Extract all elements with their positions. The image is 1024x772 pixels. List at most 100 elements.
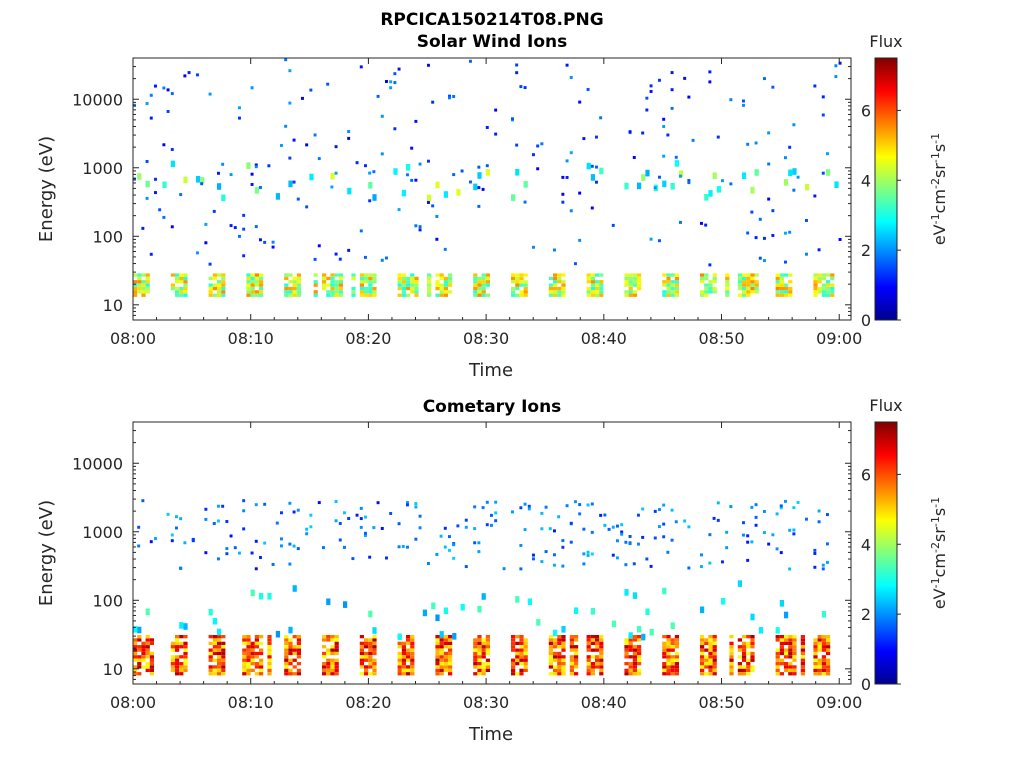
heatmap-cell — [334, 145, 338, 149]
heatmap-cell — [813, 668, 818, 672]
heatmap-cell — [779, 651, 784, 656]
heatmap-cell — [435, 283, 440, 287]
heatmap-cell — [288, 69, 292, 73]
heatmap-cell — [288, 668, 293, 672]
heatmap-cell — [700, 655, 705, 659]
heatmap-cell — [725, 286, 730, 291]
heatmap-cell — [746, 635, 751, 639]
heatmap-cell — [464, 565, 468, 569]
heatmap-cell — [569, 540, 573, 544]
heatmap-cell — [586, 658, 591, 662]
heatmap-cell — [359, 229, 363, 233]
heatmap-cell — [670, 672, 675, 676]
heatmap-cell — [296, 197, 300, 201]
heatmap-cell — [254, 672, 259, 676]
heatmap-cell — [548, 662, 553, 666]
heatmap-cell — [254, 187, 259, 194]
heatmap-cell — [212, 276, 217, 281]
heatmap-cell — [750, 540, 754, 544]
heatmap-cell — [242, 499, 246, 503]
heatmap-cell — [443, 280, 448, 284]
heatmap-cell — [599, 645, 604, 649]
heatmap-cell — [674, 290, 679, 294]
heatmap-cell — [481, 662, 486, 666]
heatmap-cell — [170, 283, 175, 287]
heatmap-cell — [372, 662, 377, 666]
heatmap-cell — [250, 183, 254, 186]
heatmap-cell — [590, 276, 595, 281]
heatmap-cell — [292, 544, 296, 548]
heatmap-cell — [662, 645, 667, 649]
heatmap-cell — [557, 655, 562, 659]
heatmap-cell — [700, 668, 705, 672]
heatmap-cell — [477, 293, 482, 297]
heatmap-cell — [704, 293, 709, 297]
heatmap-cell — [826, 286, 831, 291]
heatmap-cell — [254, 503, 258, 507]
heatmap-cell — [212, 651, 217, 656]
heatmap-cell — [729, 655, 734, 659]
heatmap-cell — [133, 672, 138, 676]
y-tick-label: 10 — [103, 296, 123, 315]
heatmap-cell — [737, 668, 742, 672]
heatmap-cell — [511, 273, 516, 277]
heatmap-cell — [569, 645, 574, 649]
heatmap-cell — [364, 286, 369, 291]
heatmap-cell — [372, 665, 377, 669]
heatmap-cell — [149, 93, 153, 97]
heatmap-cell — [519, 651, 524, 656]
heatmap-cell — [460, 169, 464, 173]
heatmap-cell — [632, 635, 637, 639]
heatmap-cell — [284, 638, 289, 642]
heatmap-cell — [477, 541, 481, 545]
heatmap-cell — [746, 645, 751, 649]
heatmap-cell — [666, 283, 671, 287]
heatmap-cell — [540, 511, 544, 515]
heatmap-cell — [406, 655, 411, 659]
heatmap-cell — [334, 252, 338, 256]
heatmap-cell — [586, 554, 590, 557]
heatmap-cell — [448, 648, 453, 652]
heatmap-cell — [322, 655, 327, 659]
heatmap-cell — [397, 208, 401, 212]
heatmap-cell — [170, 225, 174, 229]
heatmap-cell — [595, 658, 600, 662]
heatmap-cell — [746, 540, 750, 544]
heatmap-cell — [326, 290, 331, 294]
heatmap-cell — [708, 533, 712, 537]
heatmap-cell — [616, 524, 619, 528]
heatmap-cell — [288, 156, 292, 160]
heatmap-cell — [448, 658, 453, 662]
heatmap-cell — [515, 293, 520, 297]
heatmap-cell — [179, 286, 184, 291]
heatmap-cell — [590, 530, 594, 534]
heatmap-cell — [254, 651, 259, 656]
heatmap-cell — [359, 672, 364, 676]
heatmap-cell — [267, 668, 272, 672]
heatmap-cell — [683, 76, 687, 80]
heatmap-cell — [330, 648, 335, 652]
heatmap-cell — [569, 209, 573, 213]
heatmap-cell — [590, 655, 595, 659]
heatmap-cell — [775, 293, 780, 297]
heatmap-cell — [805, 183, 810, 191]
heatmap-cell — [779, 648, 784, 652]
heatmap-cell — [473, 662, 478, 666]
heatmap-cell — [830, 273, 835, 277]
heatmap-cell — [674, 651, 679, 656]
heatmap-cell — [569, 662, 574, 666]
x-tick-label: 08:20 — [345, 693, 391, 712]
heatmap-cell — [553, 529, 556, 533]
heatmap-cell — [737, 672, 742, 676]
heatmap-cell — [494, 108, 498, 112]
heatmap-cell — [322, 665, 327, 669]
heatmap-cell — [595, 165, 598, 169]
heatmap-cell — [389, 80, 393, 84]
heatmap-cell — [561, 658, 566, 662]
heatmap-cell — [284, 276, 289, 281]
heatmap-cell — [775, 662, 780, 666]
heatmap-cell — [553, 280, 558, 284]
heatmap-cell — [813, 293, 818, 297]
heatmap-cell — [624, 540, 628, 544]
heatmap-cell — [511, 276, 516, 281]
